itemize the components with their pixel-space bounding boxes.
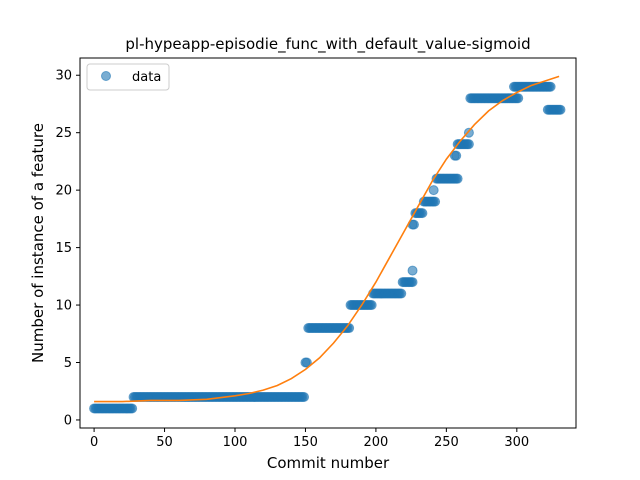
y-tick-label: 5 — [64, 356, 72, 371]
data-point — [430, 196, 441, 207]
y-tick-label: 30 — [55, 69, 72, 84]
y-tick-label: 15 — [55, 241, 72, 256]
data-point — [127, 403, 138, 414]
data-point — [366, 300, 377, 311]
chart-title: pl-hypeapp-episodie_func_with_default_va… — [125, 35, 530, 54]
data-point — [417, 208, 428, 219]
fit-line-group — [94, 75, 560, 403]
y-tick-label: 20 — [55, 184, 72, 199]
data-point — [463, 127, 474, 138]
data-point — [545, 81, 556, 92]
data-point — [407, 277, 418, 288]
data-point — [513, 93, 524, 104]
x-tick-label: 250 — [434, 435, 459, 450]
data-point — [407, 265, 418, 276]
x-tick-label: 100 — [223, 435, 248, 450]
legend: data — [86, 63, 170, 91]
y-tick-label: 25 — [55, 126, 72, 141]
data-point — [299, 391, 310, 402]
data-point — [451, 150, 462, 161]
x-axis-label: Commit number — [267, 454, 390, 472]
plot-frame — [79, 57, 577, 429]
x-tick-label: 200 — [363, 435, 388, 450]
data-point — [463, 139, 474, 150]
x-tick-label: 0 — [90, 435, 98, 450]
fit-line — [94, 75, 560, 403]
legend-label: data — [132, 70, 161, 85]
data-point — [555, 104, 566, 115]
data-point — [301, 357, 312, 368]
y-tick-label: 10 — [55, 299, 72, 314]
data-point — [428, 185, 439, 196]
plot-area — [89, 75, 566, 414]
x-tick-label: 300 — [504, 435, 529, 450]
y-axis: 0 5 10 15 20 25 30 — [55, 69, 80, 428]
data-point — [408, 219, 419, 230]
x-tick-label: 150 — [293, 435, 318, 450]
legend-box — [86, 63, 170, 91]
y-axis-label: Number of instance of a feature — [29, 123, 47, 363]
y-tick-label: 0 — [64, 413, 72, 428]
legend-marker — [101, 71, 111, 81]
data-point — [396, 288, 407, 299]
x-axis: 0 50 100 150 200 250 300 — [90, 428, 529, 450]
data-point — [452, 173, 463, 184]
x-tick-label: 50 — [156, 435, 173, 450]
